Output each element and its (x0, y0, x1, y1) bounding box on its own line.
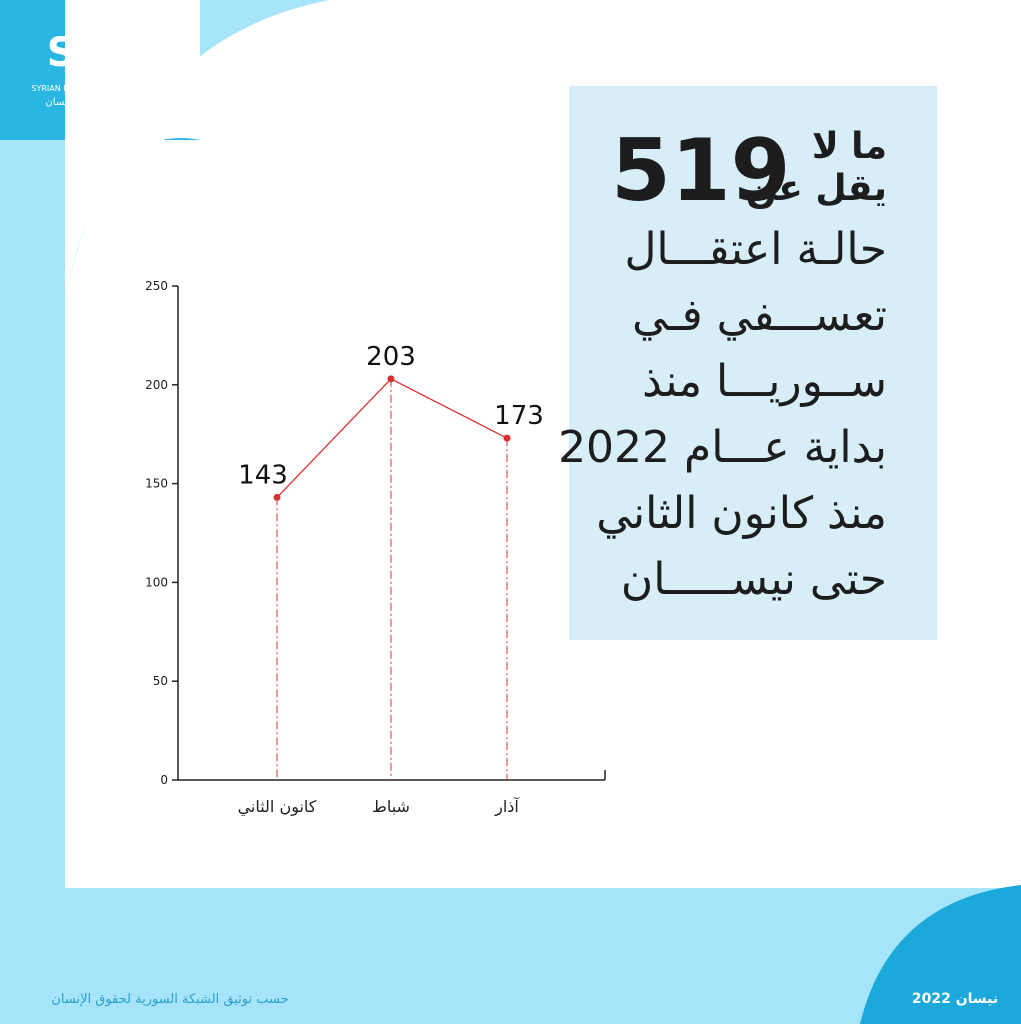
x-tick-label: شباط (372, 797, 410, 816)
headline-line: بداية عـــام 2022 (558, 422, 887, 473)
headline: ما لا يقل عن 519 حالـة اعتقـــال تعســـفي فـ… (558, 86, 937, 640)
lead-2: يقل عن (745, 168, 887, 209)
lead-1: ما لا (811, 126, 887, 167)
y-tick-label: 200 (145, 378, 168, 392)
logo-english: SYRIAN NETWORK FOR HUMAN RIGHTS (31, 84, 188, 93)
value-label: 143 (238, 460, 288, 490)
value-label: 173 (494, 401, 544, 431)
logo-arabic: الشبكة السورية لحقوق الإنسان (45, 97, 174, 108)
plot: 0 50 100 150 200 250 143 كانون الثاني 203 شباط 173… (145, 279, 606, 817)
logo-curve (65, 0, 200, 300)
y-tick-label: 50 (153, 674, 168, 688)
headline-line: ســوريـــا منذ (642, 356, 887, 407)
point (273, 493, 281, 501)
y-tick-label: 0 (160, 773, 168, 787)
x-tick-label: كانون الثاني (238, 797, 317, 817)
point (503, 434, 511, 442)
point (387, 375, 395, 383)
y-tick-label: 100 (145, 575, 168, 589)
y-tick-label: 150 (145, 477, 168, 491)
logo-name: SNHR (47, 30, 174, 76)
footer-date: نيسان 2022 (912, 991, 998, 1007)
headline-line: حتى نيســـــان (620, 554, 887, 605)
footer-source: حسب توثيق الشبكة السورية لحقوق الإنسان (51, 992, 288, 1007)
headline-number: 519 (611, 121, 791, 221)
text-box (569, 86, 937, 640)
value-label: 203 (366, 342, 416, 372)
corner-circle (860, 885, 1021, 1024)
x-tick-label: آذار (494, 797, 520, 817)
headline-line: تعســـفي فـي (632, 290, 887, 341)
y-tick-label: 250 (145, 279, 168, 293)
headline-line: حالـة اعتقـــال (624, 224, 887, 275)
headline-line: منذ كانون الثاني (596, 488, 887, 539)
